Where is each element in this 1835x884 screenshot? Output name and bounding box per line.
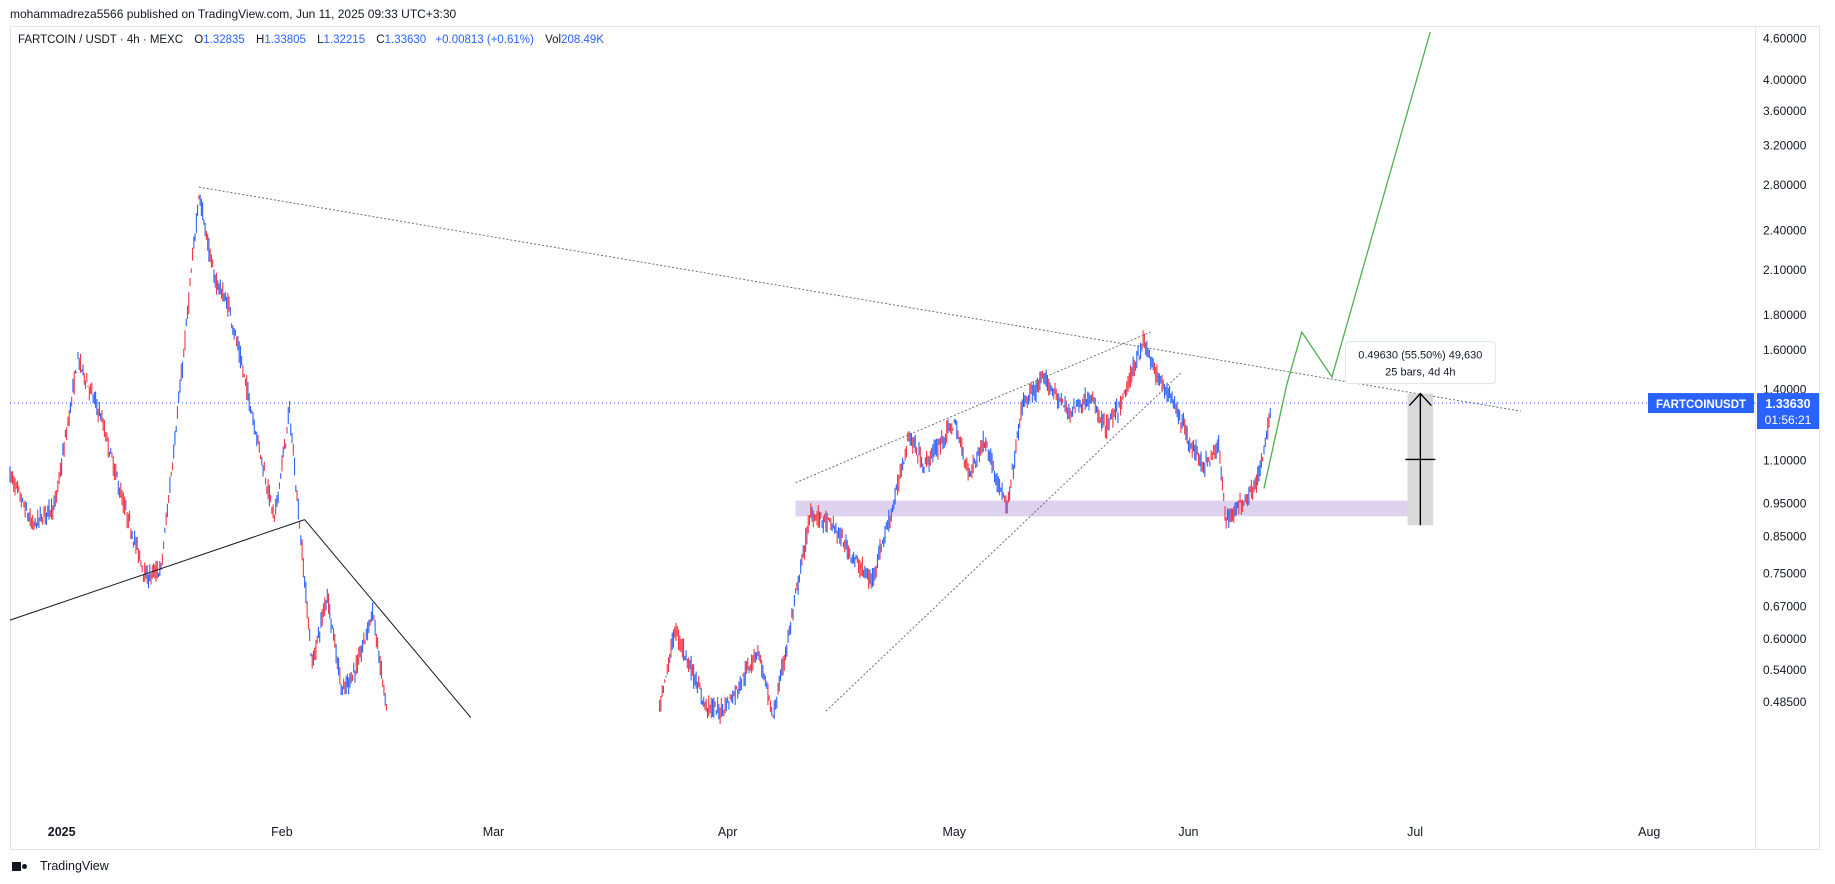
symbol-tag-label: FARTCOINUSDT	[1656, 399, 1746, 411]
open-value: 1.32835	[203, 34, 245, 46]
symbol-label[interactable]: FARTCOIN / USDT · 4h · MEXC	[18, 34, 184, 46]
y-tick-label: 3.60000	[1763, 104, 1807, 118]
y-tick-label: 4.00000	[1763, 73, 1807, 87]
y-tick-label: 1.40000	[1763, 382, 1807, 396]
support-zone	[795, 500, 1408, 517]
x-tick-label: Feb	[271, 825, 293, 839]
y-tick-label: 0.48500	[1763, 695, 1807, 709]
volume-value: 208.49K	[561, 34, 604, 46]
y-tick-label: 0.54000	[1763, 663, 1807, 677]
price-axis-border	[1755, 26, 1756, 850]
measure-label-box	[1344, 341, 1496, 385]
trendline-4	[795, 331, 1151, 484]
footer-brand[interactable]: TradingView	[12, 859, 109, 873]
y-tick-label: 0.75000	[1763, 566, 1807, 580]
open-label: O	[194, 34, 204, 46]
y-tick-label: 0.85000	[1763, 529, 1807, 543]
low-label: L	[317, 34, 324, 46]
high-value: 1.33805	[264, 34, 306, 46]
measure-arrowhead	[1408, 392, 1432, 407]
ohlc-legend: FARTCOIN / USDT · 4h · MEXC O1.32835 H1.…	[18, 34, 604, 46]
y-tick-label: 1.60000	[1763, 343, 1807, 357]
tradingview-logo-icon	[12, 860, 34, 873]
brand-name: TradingView	[40, 859, 109, 873]
x-tick-label: 2025	[48, 825, 76, 839]
projection-path	[1263, 32, 1431, 489]
x-tick-label: Aug	[1638, 825, 1660, 839]
y-tick-label: 4.60000	[1763, 32, 1807, 46]
trendline-2	[9, 519, 305, 621]
symbol-tag	[1648, 393, 1754, 414]
x-tick-label: Apr	[718, 825, 737, 839]
y-tick-label: 1.80000	[1763, 308, 1807, 322]
trendline-1	[198, 186, 1521, 412]
price-tag	[1757, 393, 1819, 430]
chart-frame	[10, 26, 1820, 850]
x-tick-label: Mar	[483, 825, 505, 839]
x-tick-label: May	[942, 825, 966, 839]
y-tick-label: 1.10000	[1763, 453, 1807, 467]
volume-label: Vol	[545, 34, 562, 46]
measure-label-2: 25 bars, 4d 4h	[1385, 367, 1455, 379]
x-tick-label: Jul	[1407, 825, 1423, 839]
y-tick-label: 0.60000	[1763, 632, 1807, 646]
publisher-info: mohammadreza5566 published on TradingVie…	[10, 7, 457, 21]
close-label: C	[376, 34, 385, 46]
low-value: 1.32215	[323, 34, 366, 46]
price-tag-countdown: 01:56:21	[1765, 413, 1812, 427]
trendline-5	[825, 372, 1182, 712]
y-tick-label: 3.20000	[1763, 139, 1807, 153]
trendline-3	[304, 519, 472, 718]
y-tick-label: 0.95000	[1763, 497, 1807, 511]
y-tick-label: 0.67000	[1763, 600, 1807, 614]
price-tag-value: 1.33630	[1765, 397, 1810, 411]
y-tick-label: 2.80000	[1763, 178, 1807, 192]
x-tick-label: Jun	[1178, 825, 1198, 839]
y-tick-label: 2.40000	[1763, 223, 1807, 237]
high-label: H	[256, 34, 265, 46]
y-tick-label: 2.10000	[1763, 263, 1807, 277]
change-value: +0.00813 (+0.61%)	[435, 34, 534, 46]
close-value: 1.33630	[384, 34, 427, 46]
measure-label-1: 0.49630 (55.50%) 49,630	[1358, 350, 1482, 362]
